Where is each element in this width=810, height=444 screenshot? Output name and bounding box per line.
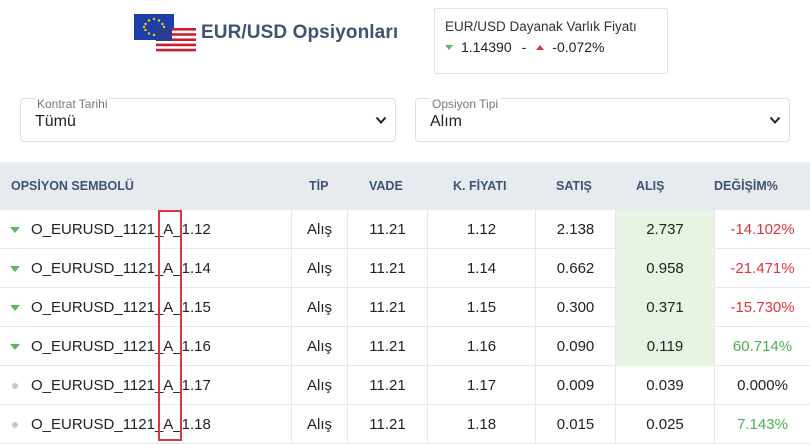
change-cell: 7.143% xyxy=(737,416,788,433)
table-row[interactable]: O_EURUSD_1121_A_1.14 Alış 11.21 1.14 0.6… xyxy=(0,249,810,288)
table-row[interactable]: O_EURUSD_1121_A_1.15 Alış 11.21 1.15 0.3… xyxy=(0,288,810,327)
expiry-cell: 11.21 xyxy=(348,249,428,288)
down-arrow-icon xyxy=(10,265,20,272)
neutral-dot-icon xyxy=(12,421,18,428)
bid-cell: 0.009 xyxy=(536,366,616,405)
neutral-dot-icon xyxy=(12,382,18,389)
chevron-down-icon xyxy=(769,116,781,124)
symbol-cell: O_EURUSD_1121_A_1.15 xyxy=(0,288,292,327)
table-header: OPSİYON SEMBOLÜ TİP VADE K. FİYATI SATIŞ… xyxy=(0,162,810,210)
ask-cell: 0.039 xyxy=(616,366,715,405)
eu-us-flag-icon xyxy=(134,14,196,54)
change-cell: 0.000% xyxy=(737,377,788,394)
underlying-price-row: 1.14390 - -0.072% xyxy=(445,39,667,55)
contract-date-select[interactable]: Kontrat Tarihi Tümü xyxy=(20,97,396,142)
down-arrow-icon xyxy=(10,343,20,350)
column-header-strike[interactable]: K. FİYATI xyxy=(453,179,507,193)
type-cell: Alış xyxy=(292,405,348,444)
ask-cell: 0.119 xyxy=(616,327,715,366)
column-header-type[interactable]: TİP xyxy=(309,179,329,193)
change-cell: -15.730% xyxy=(730,299,795,316)
type-cell: Alış xyxy=(292,249,348,288)
down-arrow-icon xyxy=(10,226,20,233)
bid-cell: 0.015 xyxy=(536,405,616,444)
ask-cell: 2.737 xyxy=(616,210,715,249)
underlying-label: EUR/USD Dayanak Varlık Fiyatı xyxy=(445,19,637,34)
column-header-change[interactable]: DEĞİŞİM% xyxy=(714,179,778,193)
underlying-price-box: EUR/USD Dayanak Varlık Fiyatı 1.14390 - … xyxy=(434,8,668,74)
option-type-select[interactable]: Opsiyon Tipi Alım xyxy=(415,97,790,142)
strike-cell: 1.12 xyxy=(428,210,536,249)
symbol-text: O_EURUSD_1121_A_1.12 xyxy=(31,221,211,238)
page-header: EUR/USD Opsiyonları EUR/USD Dayanak Varl… xyxy=(0,0,810,82)
bid-cell: 0.662 xyxy=(536,249,616,288)
symbol-cell: O_EURUSD_1121_A_1.12 xyxy=(0,210,292,249)
bid-cell: 0.090 xyxy=(536,327,616,366)
strike-cell: 1.14 xyxy=(428,249,536,288)
ask-cell: 0.025 xyxy=(616,405,715,444)
expiry-cell: 11.21 xyxy=(348,210,428,249)
column-header-ask[interactable]: ALIŞ xyxy=(636,179,665,193)
table-row[interactable]: O_EURUSD_1121_A_1.12 Alış 11.21 1.12 2.1… xyxy=(0,210,810,249)
strike-cell: 1.17 xyxy=(428,366,536,405)
annotation-highlight-box xyxy=(158,210,182,441)
down-arrow-icon xyxy=(10,304,20,311)
symbol-text: O_EURUSD_1121_A_1.14 xyxy=(31,260,211,277)
expiry-cell: 11.21 xyxy=(348,366,428,405)
symbol-cell: O_EURUSD_1121_A_1.17 xyxy=(0,366,292,405)
separator: - xyxy=(521,39,527,55)
symbol-text: O_EURUSD_1121_A_1.16 xyxy=(31,338,211,355)
change-cell: -14.102% xyxy=(730,221,795,238)
strike-cell: 1.15 xyxy=(428,288,536,327)
bid-cell: 0.300 xyxy=(536,288,616,327)
ask-cell: 0.371 xyxy=(616,288,715,327)
underlying-price: 1.14390 xyxy=(461,39,512,55)
type-cell: Alış xyxy=(292,327,348,366)
up-arrow-icon xyxy=(536,44,545,50)
underlying-change: -0.072% xyxy=(552,39,605,55)
bid-cell: 2.138 xyxy=(536,210,616,249)
symbol-text: O_EURUSD_1121_A_1.17 xyxy=(31,377,211,394)
chevron-down-icon xyxy=(375,116,387,124)
symbol-text: O_EURUSD_1121_A_1.18 xyxy=(31,416,211,433)
ask-cell: 0.958 xyxy=(616,249,715,288)
symbol-cell: O_EURUSD_1121_A_1.18 xyxy=(0,405,292,444)
table-row[interactable]: O_EURUSD_1121_A_1.17 Alış 11.21 1.17 0.0… xyxy=(0,366,810,405)
symbol-text: O_EURUSD_1121_A_1.15 xyxy=(31,299,211,316)
column-header-bid[interactable]: SATIŞ xyxy=(556,179,592,193)
column-header-expiry[interactable]: VADE xyxy=(369,179,403,193)
expiry-cell: 11.21 xyxy=(348,288,428,327)
symbol-cell: O_EURUSD_1121_A_1.16 xyxy=(0,327,292,366)
symbol-cell: O_EURUSD_1121_A_1.14 xyxy=(0,249,292,288)
change-cell: 60.714% xyxy=(732,338,793,355)
page-title: EUR/USD Opsiyonları xyxy=(201,22,399,43)
expiry-cell: 11.21 xyxy=(348,405,428,444)
option-type-value: Alım xyxy=(430,113,462,130)
column-header-symbol[interactable]: OPSİYON SEMBOLÜ xyxy=(11,179,134,193)
strike-cell: 1.16 xyxy=(428,327,536,366)
expiry-cell: 11.21 xyxy=(348,327,428,366)
option-type-label: Opsiyon Tipi xyxy=(430,97,501,111)
strike-cell: 1.18 xyxy=(428,405,536,444)
type-cell: Alış xyxy=(292,366,348,405)
down-arrow-icon xyxy=(445,44,453,50)
table-row[interactable]: O_EURUSD_1121_A_1.16 Alış 11.21 1.16 0.0… xyxy=(0,327,810,366)
contract-date-label: Kontrat Tarihi xyxy=(35,97,110,111)
contract-date-value: Tümü xyxy=(35,113,76,130)
change-cell: -21.471% xyxy=(730,260,795,277)
type-cell: Alış xyxy=(292,210,348,249)
type-cell: Alış xyxy=(292,288,348,327)
table-row[interactable]: O_EURUSD_1121_A_1.18 Alış 11.21 1.18 0.0… xyxy=(0,405,810,444)
